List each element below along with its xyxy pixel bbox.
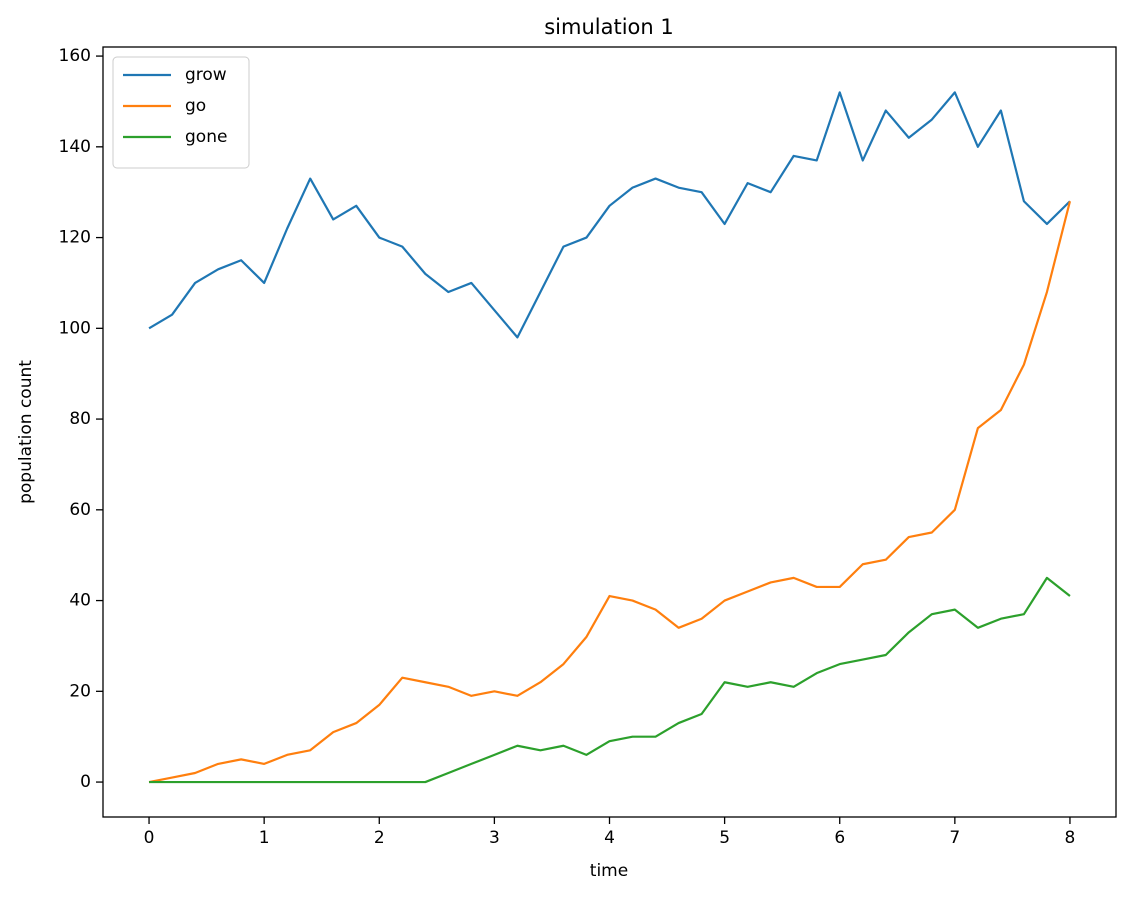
series-line <box>148 91 1071 339</box>
series-line <box>148 201 1072 784</box>
x-axis-label: time <box>590 861 628 881</box>
y-tick-label: 0 <box>80 772 91 792</box>
y-tick-label: 20 <box>69 681 91 701</box>
y-tick-label: 60 <box>69 500 91 520</box>
x-tick-label: 5 <box>719 828 730 848</box>
y-tick-label: 160 <box>59 46 91 66</box>
x-tick-label: 7 <box>949 828 960 848</box>
x-tick-label: 4 <box>604 828 615 848</box>
chart-title: simulation 1 <box>544 15 674 39</box>
y-tick-label: 120 <box>59 228 91 248</box>
legend-label: grow <box>185 65 227 85</box>
y-tick-label: 100 <box>59 318 91 338</box>
x-tick-label: 1 <box>259 828 270 848</box>
x-tick-label: 2 <box>374 828 385 848</box>
y-axis-label: population count <box>16 360 36 504</box>
x-tick-label: 0 <box>144 828 155 848</box>
y-tick-label: 140 <box>59 137 91 157</box>
y-tick-label: 80 <box>69 409 91 429</box>
y-tick-label: 40 <box>69 591 91 611</box>
x-tick-label: 8 <box>1065 828 1076 848</box>
series-line <box>149 576 1071 784</box>
x-tick-label: 6 <box>834 828 845 848</box>
legend-frame <box>112 56 250 169</box>
plot-frame <box>102 46 1117 818</box>
legend-label: gone <box>185 127 227 147</box>
legend-label: go <box>185 96 206 116</box>
x-tick-label: 3 <box>489 828 500 848</box>
